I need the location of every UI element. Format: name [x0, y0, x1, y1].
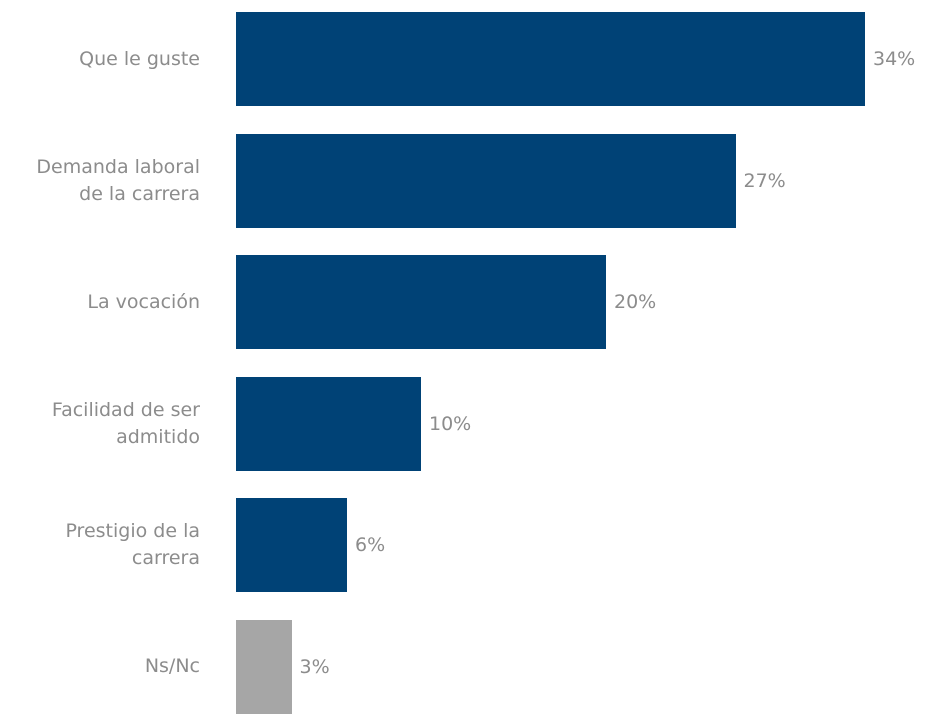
bar: [236, 255, 606, 349]
category-label-line: Prestigio de la: [65, 520, 200, 542]
bar: [236, 376, 421, 471]
category-label: Que le guste: [0, 46, 200, 73]
value-label: 34%: [873, 48, 916, 70]
category-label-line: Ns/Nc: [144, 655, 200, 677]
category-label-line: Demanda laboral: [36, 155, 200, 178]
bar: [236, 498, 347, 592]
value-label: 3%: [299, 655, 330, 678]
value-label: 6%: [355, 534, 386, 556]
category-label-line: Que le guste: [79, 47, 200, 70]
value-label: 20%: [614, 291, 657, 313]
category-label-line: Facilidad de ser: [51, 398, 200, 421]
bar: [236, 619, 292, 714]
value-label: 10%: [429, 412, 472, 435]
value-label: 27%: [743, 169, 786, 192]
bar: [236, 133, 736, 228]
category-label: La vocación: [0, 289, 200, 316]
category-label: Prestigio de la carrera: [0, 518, 200, 572]
category-label-line: de la carrera: [79, 182, 200, 205]
category-label-line: La vocación: [87, 290, 200, 313]
bar: [236, 12, 865, 106]
category-label: Facilidad de ser admitido: [0, 397, 200, 451]
category-label: Ns/Nc: [0, 653, 200, 680]
category-label-line: admitido: [116, 425, 200, 448]
category-label-line: carrera: [131, 547, 200, 569]
category-label: Demanda laboral de la carrera: [0, 154, 200, 208]
